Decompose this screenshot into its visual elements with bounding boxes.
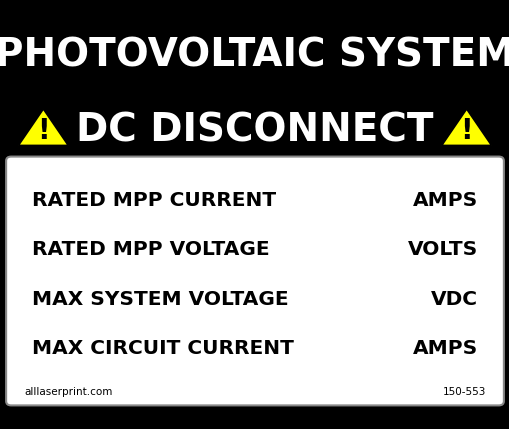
Polygon shape bbox=[441, 109, 491, 145]
Text: VOLTS: VOLTS bbox=[407, 240, 477, 260]
Text: MAX SYSTEM VOLTAGE: MAX SYSTEM VOLTAGE bbox=[32, 290, 288, 309]
Text: DC DISCONNECT: DC DISCONNECT bbox=[76, 112, 433, 150]
Text: !: ! bbox=[460, 117, 472, 145]
Text: VDC: VDC bbox=[431, 290, 477, 309]
Text: RATED MPP VOLTAGE: RATED MPP VOLTAGE bbox=[32, 240, 269, 260]
Polygon shape bbox=[18, 109, 68, 145]
Text: !: ! bbox=[37, 117, 49, 145]
Text: AMPS: AMPS bbox=[412, 191, 477, 210]
Text: PHOTOVOLTAIC SYSTEM: PHOTOVOLTAIC SYSTEM bbox=[0, 37, 509, 75]
Text: MAX CIRCUIT CURRENT: MAX CIRCUIT CURRENT bbox=[32, 339, 293, 358]
Text: AMPS: AMPS bbox=[412, 339, 477, 358]
Text: alllaserprint.com: alllaserprint.com bbox=[24, 387, 112, 397]
Text: RATED MPP CURRENT: RATED MPP CURRENT bbox=[32, 191, 275, 210]
FancyBboxPatch shape bbox=[6, 157, 503, 405]
Text: 150-553: 150-553 bbox=[442, 387, 485, 397]
